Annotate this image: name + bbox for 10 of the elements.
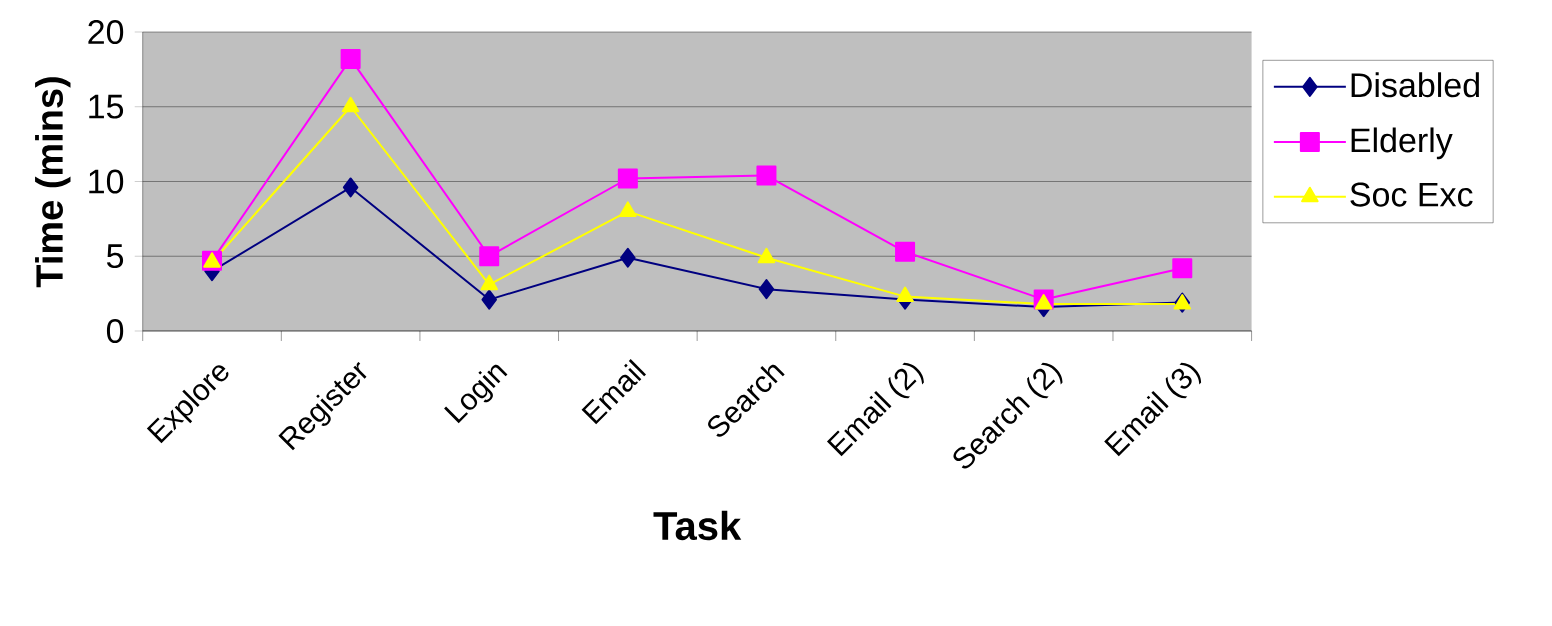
y-tick-label: 10 — [89, 169, 124, 194]
legend-label: Elderly — [1351, 127, 1453, 160]
y-tick-label: 15 — [89, 94, 124, 119]
y-axis-title: Time (mins) — [35, 77, 71, 288]
y-tick-label: 5 — [106, 244, 124, 269]
y-tick-label: 20 — [88, 19, 124, 45]
y-tick-label: 0 — [106, 318, 124, 344]
legend-label: Disabled — [1351, 72, 1479, 98]
legend-label: Soc Exc — [1350, 182, 1473, 207]
x-axis-title: Task — [653, 510, 742, 541]
